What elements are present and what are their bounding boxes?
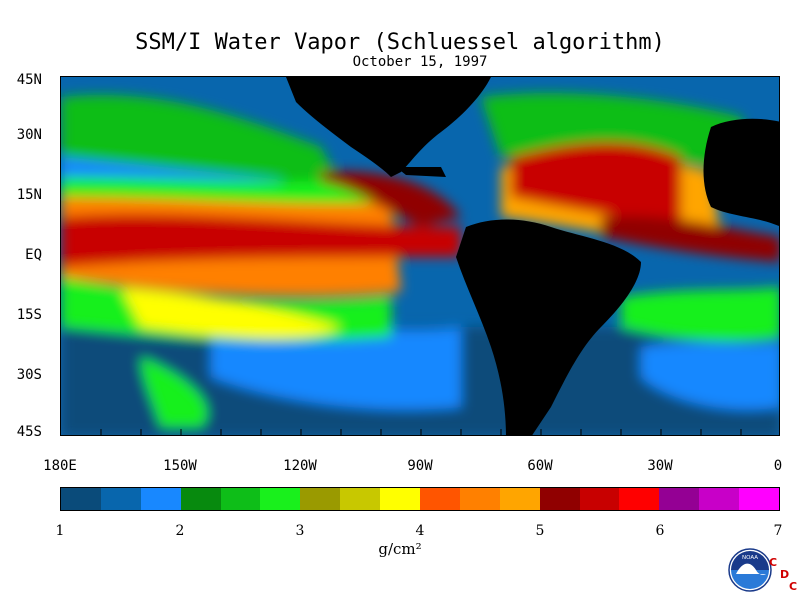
africa-land	[703, 118, 779, 227]
lat-label-45s: 45S	[16, 424, 42, 440]
colorbar-tick-1: 1	[55, 523, 65, 539]
lat-label-45n: 45N	[16, 72, 42, 88]
lat-label-30n: 30N	[16, 127, 42, 143]
colorbar-tick-2: 2	[175, 523, 185, 539]
lon-label-90w: 90W	[407, 458, 433, 474]
map-subtitle: October 15, 1997	[352, 54, 488, 70]
colorbar-swatch	[61, 488, 101, 510]
north-atlantic-moist	[481, 93, 761, 177]
colorbar-swatch	[739, 488, 780, 510]
colorbar-tick-5: 5	[535, 523, 545, 539]
noaa-logo-icon: NOAA	[728, 548, 772, 592]
colorbar-swatch	[539, 488, 580, 510]
south-atlantic-green	[621, 287, 779, 342]
lon-label-180e: 180E	[43, 458, 77, 474]
map-svg	[61, 77, 779, 435]
colorbar-swatch	[260, 488, 301, 510]
colorbar-swatch	[579, 488, 620, 510]
lon-label-30w: 30W	[647, 458, 673, 474]
colorbar-swatch	[619, 488, 660, 510]
colorbar-swatch	[499, 488, 540, 510]
lat-label-15n: 15N	[16, 187, 42, 203]
lat-label-15s: 15S	[16, 307, 42, 323]
colorbar-swatch	[420, 488, 460, 510]
map-title: SSM/I Water Vapor (Schluessel algorithm)	[135, 30, 665, 55]
lon-label-0: 0	[773, 458, 783, 474]
colorbar-tick-3: 3	[295, 523, 305, 539]
colorbar-swatch	[340, 488, 381, 510]
east-pacific-itcz	[321, 171, 461, 227]
colorbar-swatch	[140, 488, 181, 510]
colorbar-swatch	[659, 488, 700, 510]
cdc-letter-c2: C	[789, 580, 798, 593]
noaa-logo-text: NOAA	[742, 555, 758, 561]
north-pacific-moist	[61, 95, 341, 187]
water-vapor-map	[60, 76, 780, 436]
cdc-letter-d: D	[780, 568, 790, 581]
colorbar-tick-6: 6	[655, 523, 665, 539]
colorbar-swatch	[220, 488, 261, 510]
southwest-pacific-plume	[141, 357, 208, 427]
lon-label-120w: 120W	[283, 458, 317, 474]
south-pacific-dry	[211, 324, 461, 410]
caribbean-moist	[511, 142, 681, 227]
lat-label-30s: 30S	[16, 367, 42, 383]
colorbar-swatch	[100, 488, 141, 510]
lon-label-150w: 150W	[163, 458, 197, 474]
colorbar	[60, 487, 780, 511]
south-atlantic-dry	[641, 342, 779, 410]
spcz-yellow	[121, 287, 341, 339]
pacific-itcz	[61, 214, 461, 267]
lat-label-eq: EQ	[25, 247, 42, 263]
land-masses	[286, 77, 779, 435]
cdc-letter-c1: C	[769, 556, 778, 569]
colorbar-unit: g/cm²	[378, 540, 422, 558]
atlantic-itcz	[601, 216, 779, 262]
colorbar-swatch	[459, 488, 500, 510]
south-america-land	[456, 219, 641, 435]
colorbar-swatch	[380, 488, 421, 510]
map-tick-marks	[100, 429, 742, 435]
colorbar-swatch	[180, 488, 221, 510]
colorbar-tick-4: 4	[415, 523, 425, 539]
lon-label-60w: 60W	[527, 458, 553, 474]
central-america-land	[396, 167, 446, 177]
colorbar-tick-7: 7	[773, 523, 783, 539]
north-america-land	[286, 77, 491, 177]
colorbar-swatch	[699, 488, 740, 510]
colorbar-swatch	[300, 488, 341, 510]
